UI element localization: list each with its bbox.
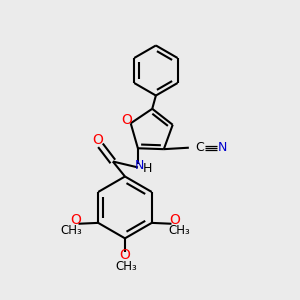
Text: O: O (119, 248, 130, 262)
Text: O: O (70, 213, 81, 227)
Text: O: O (122, 113, 133, 127)
Text: CH₃: CH₃ (61, 224, 82, 237)
Text: N: N (218, 141, 227, 154)
Text: CH₃: CH₃ (168, 224, 190, 237)
Text: N: N (135, 159, 144, 172)
Text: O: O (92, 133, 103, 147)
Text: O: O (169, 213, 180, 227)
Text: C: C (195, 141, 203, 154)
Text: H: H (142, 162, 152, 176)
Text: CH₃: CH₃ (116, 260, 137, 273)
